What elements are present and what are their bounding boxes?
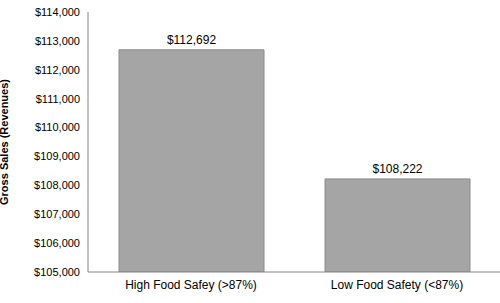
svg-text:$109,000: $109,000: [34, 150, 80, 162]
svg-text:$108,222: $108,222: [372, 162, 422, 176]
svg-text:Low Food Safety (<87%): Low Food Safety (<87%): [331, 278, 463, 292]
svg-text:$107,000: $107,000: [34, 208, 80, 220]
svg-text:$105,000: $105,000: [34, 266, 80, 278]
svg-text:$114,000: $114,000: [35, 6, 80, 18]
svg-text:High Food Safey (>87%): High Food Safey (>87%): [125, 278, 257, 292]
svg-text:$112,692: $112,692: [167, 33, 216, 47]
svg-text:$110,000: $110,000: [35, 121, 80, 133]
svg-text:$111,000: $111,000: [36, 93, 80, 105]
svg-text:Gross Sales (Revenues): Gross Sales (Revenues): [8, 79, 10, 205]
svg-text:$112,000: $112,000: [35, 64, 80, 76]
svg-text:$108,000: $108,000: [34, 179, 80, 191]
svg-text:$113,000: $113,000: [35, 35, 80, 47]
svg-text:$106,000: $106,000: [34, 237, 80, 249]
